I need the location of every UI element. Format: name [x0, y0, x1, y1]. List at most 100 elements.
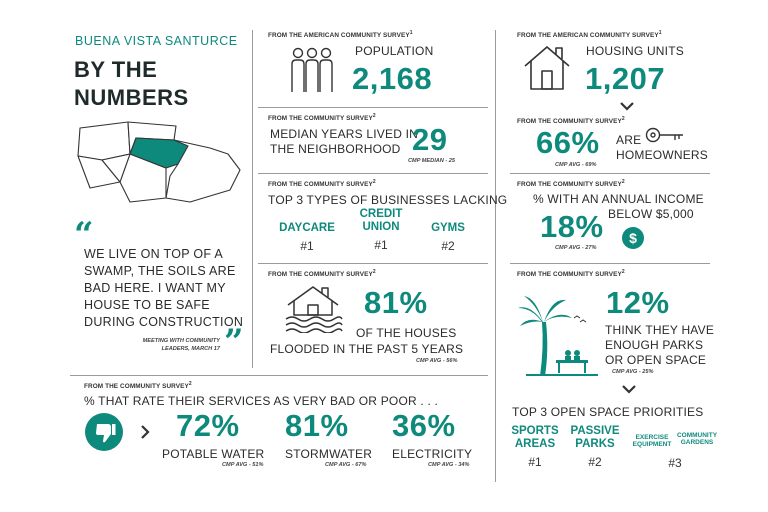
housing-source: FROM THE AMERICAN COMMUNITY SURVEY1 [517, 30, 662, 39]
quote-open-icon: “ [74, 215, 94, 255]
income-label-line1: % WITH AN ANNUAL INCOME [533, 192, 704, 206]
chevron-down-icon [620, 102, 634, 111]
source-sup: 2 [372, 269, 376, 275]
source-text: FROM THE COMMUNITY SURVEY [517, 181, 622, 189]
quote-text: WE LIVE ON TOP OF A SWAMP, THE SOILS ARE… [80, 246, 243, 331]
neighborhood-map [70, 118, 248, 206]
source-text: FROM THE COMMUNITY SURVEY [268, 115, 373, 123]
open-space-item-rank: #3 [668, 456, 682, 470]
homeowners-note: CMP AVG - 69% [555, 162, 597, 168]
population-label: POPULATION [355, 44, 434, 58]
business-item: DAYCARE #1 [272, 222, 342, 253]
flooded-note: CMP AVG - 56% [416, 358, 458, 364]
service-item: 36% ELECTRICITY CMP AVG - 34% [389, 408, 488, 468]
svg-text:$: $ [629, 230, 637, 246]
service-item-value: 72% [173, 408, 243, 443]
source-sup: 2 [621, 116, 625, 122]
source-text: FROM THE COMMUNITY SURVEY [268, 181, 373, 189]
businesses-source: FROM THE COMMUNITY SURVEY2 [268, 179, 376, 188]
population-value: 2,168 [348, 61, 436, 96]
flooded-label-line1: OF THE HOUSES [356, 326, 457, 340]
source-sup: 2 [621, 269, 625, 275]
quote-line: SWAMP, THE SOILS ARE [80, 263, 243, 280]
divider-mid-1 [258, 107, 488, 108]
parks-label-line2: ENOUGH PARKS [605, 338, 704, 352]
median-years-value-text: 29 [408, 122, 452, 157]
source-sup: 2 [188, 381, 192, 387]
parks-source: FROM THE COMMUNITY SURVEY2 [517, 269, 625, 278]
homeowners-value: 66% [533, 127, 603, 158]
source-sup: 1 [658, 30, 662, 36]
businesses-label: TOP 3 TYPES OF BUSINESSES LACKING [268, 193, 508, 207]
service-item-value: 81% [282, 408, 352, 443]
quote-close-icon: ” [224, 322, 244, 362]
open-space-item-name-line1: SPORTS [511, 425, 559, 437]
parks-label-line1: THINK THEY HAVE [605, 323, 715, 337]
service-item-name: POTABLE WATER [162, 447, 265, 461]
source-sup: 1 [409, 30, 413, 36]
open-space-item-name-line2: AREAS [511, 438, 559, 451]
flooded-value-text: 81% [361, 285, 431, 320]
business-item-rank: #2 [441, 239, 455, 254]
median-years-label-line1: MEDIAN YEARS LIVED IN [270, 127, 419, 141]
business-item: CREDIT UNION #1 [346, 208, 416, 252]
homeowners-label-line2: HOMEOWNERS [616, 148, 708, 162]
page-title-line1: BY THE [74, 57, 158, 82]
median-years-note: CMP MEDIAN - 25 [408, 158, 456, 164]
quote-attribution: MEETING WITH COMMUNITY LEADERS, MARCH 17 [96, 337, 220, 353]
open-space-item: EXERCISE EQUIPMENT [628, 434, 676, 449]
source-sup: 2 [621, 179, 625, 185]
open-space-item-name-line2: GARDENS [677, 439, 716, 447]
housing-label: HOUSING UNITS [586, 44, 684, 58]
source-text: FROM THE COMMUNITY SURVEY [268, 271, 373, 279]
quote-highlight: SWAMP, [80, 264, 138, 279]
services-label: % THAT RATE THEIR SERVICES AS VERY BAD O… [84, 394, 439, 408]
flooded-value: 81% [361, 285, 431, 320]
median-years-value: 29 [408, 122, 452, 157]
chevron-down-icon [622, 385, 636, 394]
service-item: 72% POTABLE WATER CMP AVG - 51% [162, 410, 272, 468]
parks-label-line3: OR OPEN SPACE [605, 353, 707, 367]
service-item-note: CMP AVG - 51% [222, 462, 264, 468]
business-item: GYMS #2 [418, 222, 478, 253]
source-sup: 2 [372, 113, 376, 119]
business-item-name: GYMS [428, 222, 468, 235]
parks-value-text: 12% [603, 285, 673, 320]
parks-value: 12% [603, 285, 673, 320]
open-space-item: PASSIVE PARKS #2 [564, 425, 626, 469]
open-space-label: TOP 3 OPEN SPACE PRIORITIES [512, 405, 704, 419]
divider-right-1 [510, 173, 710, 174]
population-source: FROM THE AMERICAN COMMUNITY SURVEY1 [268, 30, 413, 39]
thumbs-down-icon [84, 412, 124, 452]
divider-mid-2 [258, 173, 488, 174]
homeowners-source: FROM THE COMMUNITY SURVEY2 [517, 116, 625, 125]
open-space-item: COMMUNITY GARDENS [674, 432, 720, 447]
housing-value-text: 1,207 [581, 61, 669, 96]
quote-line: WE LIVE ON TOP OF A [84, 247, 224, 261]
people-icon [288, 46, 336, 94]
open-space-item-name-line2: EQUIPMENT [629, 441, 674, 449]
source-text: FROM THE COMMUNITY SURVEY [517, 118, 622, 126]
house-outline-icon [522, 44, 572, 92]
flooded-source: FROM THE COMMUNITY SURVEY2 [268, 269, 376, 278]
median-years-source: FROM THE COMMUNITY SURVEY2 [268, 113, 376, 122]
open-space-item: SPORTS AREAS #1 [506, 425, 564, 469]
divider-center-vertical [495, 30, 496, 482]
palm-tree-bench-icon [518, 296, 598, 378]
service-item-value: 36% [389, 408, 459, 443]
population-value-text: 2,168 [348, 61, 436, 96]
key-icon [645, 126, 685, 144]
open-space-item-name-line2: PARKS [572, 438, 619, 451]
divider-left-vertical [252, 30, 253, 368]
homeowners-label-line1: ARE [616, 133, 642, 147]
dollar-coin-icon: $ [621, 226, 645, 250]
service-item-note: CMP AVG - 67% [325, 462, 367, 468]
open-space-item-name-line1: EXERCISE [635, 434, 669, 441]
business-item-name-line1: CREDIT [359, 208, 403, 220]
median-years-label: MEDIAN YEARS LIVED IN THE NEIGHBORHOOD [270, 127, 418, 157]
median-years-label-line2: THE NEIGHBORHOOD [270, 142, 401, 156]
income-value-text: 18% [537, 209, 607, 244]
parks-label: THINK THEY HAVE ENOUGH PARKS OR OPEN SPA… [605, 323, 714, 368]
divider-right-2 [510, 263, 710, 264]
service-item-note: CMP AVG - 34% [428, 462, 470, 468]
